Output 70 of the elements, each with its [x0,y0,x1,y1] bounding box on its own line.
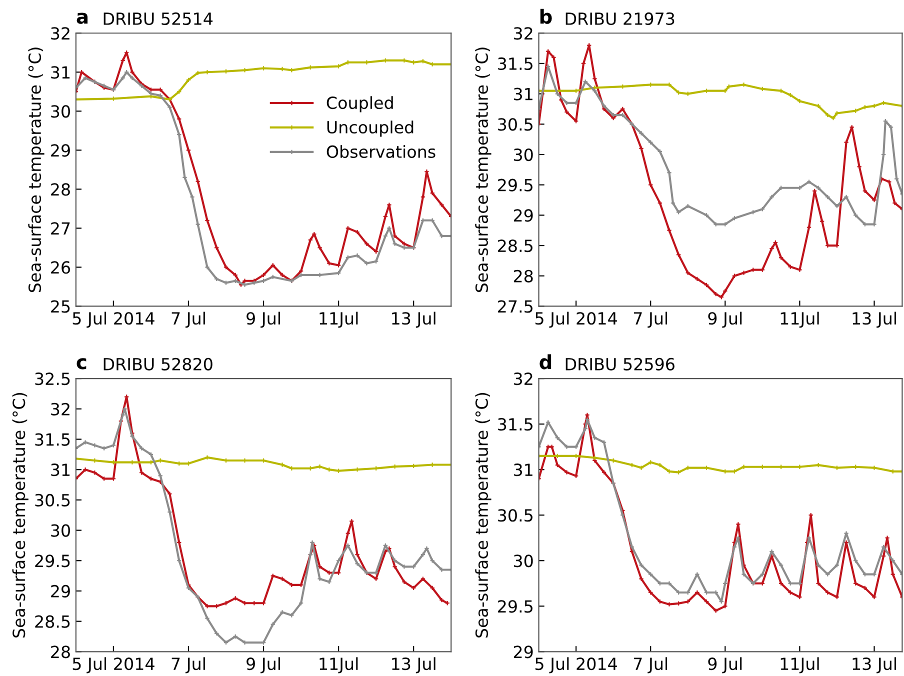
legend-label: Coupled [326,96,393,112]
y-axis-title: Sea-surface temperature (°C) [28,48,44,292]
text: b [540,8,552,24]
y-axis-title: Sea-surface temperature (°C) [475,48,492,292]
x-tick-label: 7 Jul [172,312,205,328]
y-tick-label: 25 [51,300,70,313]
x-tick-label: 9 Jul [708,312,742,328]
x-tick-label: 13 Jul [392,657,436,674]
y-axis-title: Sea-surface temperature (°C) [12,393,28,638]
y-axis-title: Sea-surface temperature (°C) [475,393,492,638]
y-tick-label: 28 [51,183,70,196]
y-tick-label: 29.5 [498,178,532,192]
text: c [76,358,86,370]
x-tick-label: 7 Jul [634,312,668,328]
y-tick-label: 26 [51,261,70,274]
y-tick-label: 31 [514,88,532,100]
chart-title: DRIBU 52820 [104,358,212,370]
x-tick-label: 5 Jul 2014 [72,312,154,328]
x-tick-label: 11Jul [780,657,819,674]
y-tick-label: 32.5 [35,372,70,386]
y-tick-label: 31 [51,464,70,476]
chart-title: DRIBU 52514 [104,12,213,26]
y-tick-label: 30.5 [35,494,70,507]
y-tick-label: 31.5 [498,418,532,431]
text: a [76,12,88,24]
chart-title: DRIBU 52596 [566,358,674,370]
y-tick-label: 29.5 [35,554,70,568]
y-tick-label: 29 [514,646,533,658]
x-tick-label: 7 Jul [634,657,668,674]
x-tick-label: 13 Jul [392,312,436,328]
y-tick-label: 28.5 [498,240,532,252]
x-tick-label: 9 Jul [708,657,742,674]
y-tick-label: 29 [51,144,70,157]
x-tick-label: 5 Jul 2014 [535,312,617,328]
y-tick-label: 31 [514,464,532,476]
chart-title: DRIBU 21973 [566,12,674,26]
y-tick-label: 31 [51,66,70,79]
y-tick-label: 28 [51,646,70,658]
y-tick-label: 27 [51,222,70,235]
legend-label: Uncoupled [327,120,414,137]
x-tick-label: 7 Jul [172,657,205,674]
text: d [540,354,552,370]
y-tick-label: 30.5 [498,118,532,131]
legend-label: Observations [326,145,436,158]
y-tick-label: 30 [514,554,533,568]
x-tick-label: 11Jul [320,657,358,674]
x-tick-label: 9 Jul [246,657,280,674]
y-tick-label: 30.5 [498,509,532,522]
y-tick-label: 27.5 [498,300,532,313]
y-tick-label: 32 [514,27,532,40]
y-tick-label: 31.5 [35,433,70,446]
y-tick-label: 28 [514,270,533,282]
y-tick-label: 30 [514,148,533,162]
x-tick-label: 11Jul [780,312,819,328]
y-tick-label: 32 [51,27,70,40]
y-tick-label: 30 [51,105,70,118]
y-tick-label: 29 [51,584,70,598]
y-tick-label: 29.5 [498,600,532,613]
y-tick-label: 30 [51,524,70,537]
y-tick-label: 28.5 [35,615,70,628]
x-tick-label: 13 Jul [852,312,896,328]
y-tick-label: 32 [51,402,70,416]
x-tick-label: 11Jul [320,312,358,328]
x-tick-label: 5 Jul 2014 [72,657,154,674]
y-tick-label: 29 [514,209,533,222]
x-tick-label: 9 Jul [246,312,280,328]
y-tick-label: 32 [514,372,532,386]
x-tick-label: 5 Jul 2014 [535,657,617,674]
x-tick-label: 13 Jul [852,657,896,674]
y-tick-label: 31.5 [498,57,532,70]
